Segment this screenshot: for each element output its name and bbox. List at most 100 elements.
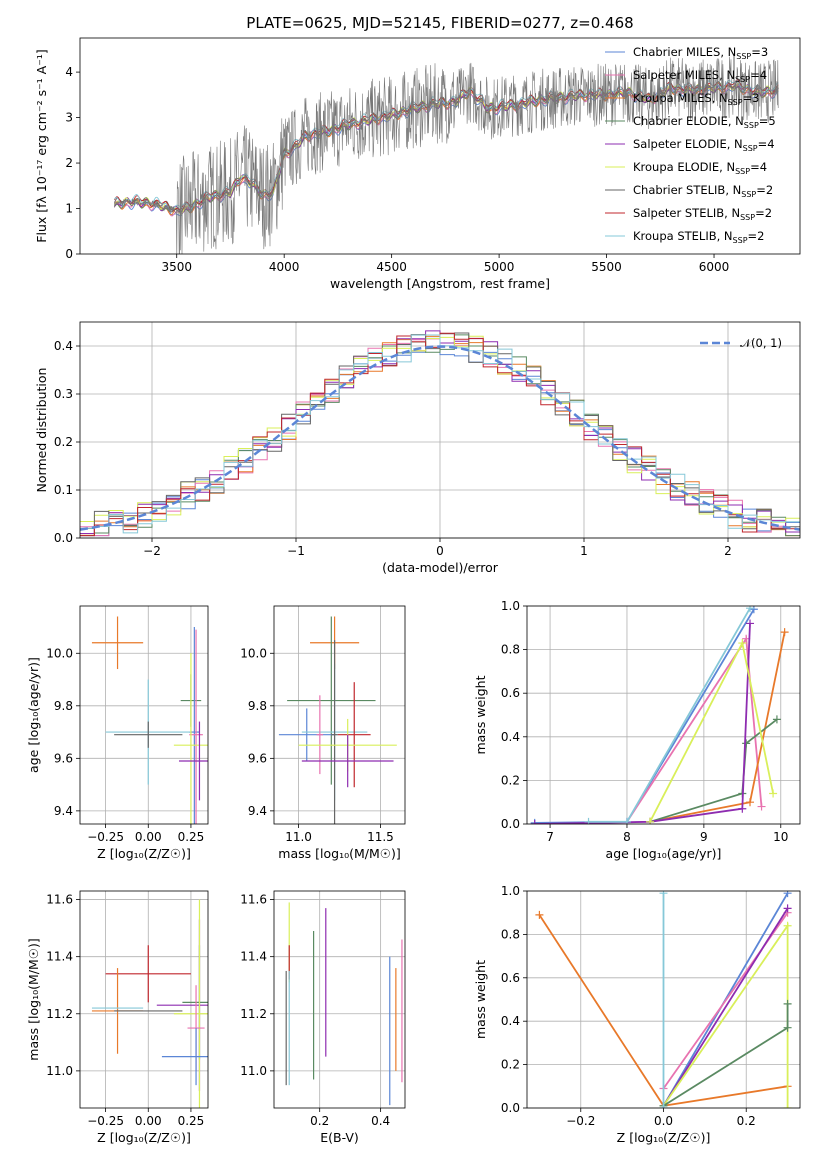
legend-label-chabrier_elodie: Chabrier ELODIE, NSSP=5	[633, 114, 776, 130]
marker-kroupa_miles	[746, 798, 755, 807]
series-salpeter_elodie	[534, 623, 751, 824]
marker-kroupa_elodie	[646, 817, 655, 824]
axes-frame	[526, 605, 801, 825]
x-axis-label: wavelength [Angstrom, rest frame]	[330, 276, 550, 291]
marker-kroupa_miles	[780, 628, 789, 637]
axes-frame	[273, 890, 406, 1109]
x-tick-label: 10	[773, 830, 788, 844]
legend-label-kroupa_stelib: Kroupa STELIB, NSSP=2	[633, 229, 764, 245]
y-tick-label: 11.6	[46, 893, 73, 907]
marker-kroupa_miles	[535, 910, 544, 919]
x-tick-label: −0.25	[87, 1114, 124, 1128]
marker-salpeter_miles	[757, 802, 766, 811]
plot-area	[530, 606, 789, 824]
marker-salpeter_elodie	[783, 904, 792, 913]
x-tick-label: 0.2	[310, 1114, 329, 1128]
series-kroupa_stelib	[588, 607, 751, 823]
legend-label-salpeter_stelib: Salpeter STELIB, NSSP=2	[633, 206, 772, 222]
x-axis-label: Z [log₁₀(Z/Z☉)]	[617, 1130, 711, 1145]
y-tick-label: 11.2	[46, 1007, 73, 1021]
x-tick-label: 6000	[699, 260, 730, 274]
plot-area	[91, 616, 208, 824]
y-tick-label: 9.6	[54, 751, 73, 765]
y-tick-label: 0.0	[501, 817, 520, 831]
y-tick-label: 9.6	[248, 751, 267, 765]
y-tick-label: 9.4	[54, 804, 73, 818]
y-tick-label: 0.4	[501, 1014, 520, 1028]
panel-residual-histogram: −2 −1 0 1 2 0.0 0.1 0.2 0.3 0.4 (data-model)/error…	[34, 321, 801, 575]
x-tick-label: 11.5	[367, 830, 394, 844]
panel-age-vs-mass: 11.0 11.5 9.4 9.6 9.8 10.0 mass [log₁₀(M/M☉)]	[240, 605, 406, 861]
legend: Chabrier MILES, NSSP=3 Salpeter MILES, NS…	[605, 45, 776, 245]
marker-kroupa_stelib	[584, 817, 593, 824]
y-tick-label: 9.8	[54, 699, 73, 713]
marker-kroupa_stelib	[659, 1104, 668, 1108]
x-axis-label: Z [log₁₀(Z/Z☉)]	[97, 1130, 191, 1145]
histogram-chabrier_elodie	[80, 334, 800, 537]
x-tick-label: −1	[287, 544, 305, 558]
series-kroupa_elodie	[662, 922, 789, 1108]
plot-area	[285, 902, 403, 1106]
x-tick-label: 8	[623, 830, 631, 844]
y-tick-label: 11.0	[240, 1064, 267, 1078]
y-axis-label: Normed distribution	[34, 368, 49, 493]
plots: 3500 4000 4500 5000 5500 6000 0 1 2 3 4 wavelength …	[26, 37, 801, 1145]
y-tick-label: 0.0	[54, 531, 73, 545]
x-tick-label: 0.25	[178, 830, 205, 844]
normal-curve	[80, 345, 800, 531]
axes-frame	[79, 37, 801, 255]
x-tick-label: 0.2	[737, 1114, 756, 1128]
axes-frame	[79, 321, 801, 539]
y-tick-label: 0.2	[501, 773, 520, 787]
legend-label-kroupa_elodie: Kroupa ELODIE, NSSP=4	[633, 160, 767, 176]
y-axis-label: Flux [fλ 10⁻¹⁷ erg cm⁻² s⁻¹ A⁻¹]	[34, 49, 49, 242]
legend-label-chabrier_miles: Chabrier MILES, NSSP=3	[633, 45, 768, 61]
y-tick-label: 0.8	[501, 927, 520, 941]
y-tick-label: 0	[65, 247, 73, 261]
y-tick-label: 3	[65, 111, 73, 125]
x-tick-label: 7	[546, 830, 554, 844]
panel-mass-vs-EBV: 0.2 0.4 11.0 11.2 11.4 11.6 E(B-V)	[240, 890, 406, 1145]
legend-label-salpeter_miles: Salpeter MILES, NSSP=4	[633, 68, 767, 84]
x-tick-label: 0.4	[371, 1114, 390, 1128]
x-tick-label: −0.25	[87, 830, 124, 844]
marker-kroupa_elodie	[738, 639, 747, 648]
x-axis-label: E(B-V)	[320, 1130, 359, 1145]
marker-salpeter_elodie	[746, 619, 755, 628]
y-tick-label: 10.0	[46, 646, 73, 660]
marker-kroupa_elodie	[769, 789, 778, 798]
y-tick-label: 0.4	[501, 730, 520, 744]
plot-area	[278, 616, 397, 824]
y-tick-label: 0.1	[54, 483, 73, 497]
y-tick-label: 11.6	[240, 893, 267, 907]
legend-label-salpeter_elodie: Salpeter ELODIE, NSSP=4	[633, 137, 775, 153]
x-tick-label: 0.25	[178, 1114, 205, 1128]
figure-title: PLATE=0625, MJD=52145, FIBERID=0277, z=0…	[246, 14, 633, 32]
marker-kroupa_elodie	[783, 1104, 792, 1108]
y-axis-label: mass weight	[473, 675, 488, 754]
panel-age-vs-Z: −0.25 0.00 0.25 9.4 9.6 9.8 10.0 Z [log₁₀(Z/Z☉)…	[26, 605, 209, 861]
x-tick-label: 0.0	[654, 1114, 673, 1128]
legend: 𝒩(0, 1)	[700, 336, 782, 350]
panel-mass-weight-vs-age: 7 8 9 10 0.0 0.2 0.4 0.6 0.8 1.0 age [log₁₀(age/yr…	[473, 599, 801, 861]
marker-kroupa_stelib	[622, 817, 631, 824]
legend-label-kroupa_miles: Kroupa MILES, NSSP=3	[633, 91, 759, 107]
y-tick-label: 1.0	[501, 599, 520, 613]
y-tick-label: 10.0	[240, 646, 267, 660]
y-tick-label: 9.4	[248, 804, 267, 818]
marker-kroupa_stelib	[659, 891, 668, 898]
axes-frame	[526, 890, 801, 1109]
histogram-kroupa_stelib	[80, 334, 800, 534]
y-tick-label: 0.6	[501, 686, 520, 700]
marker-salpeter_elodie	[530, 820, 539, 824]
marker-chabrier_miles	[749, 606, 758, 614]
series-salpeter_elodie	[662, 907, 789, 1107]
marker-salpeter_elodie	[738, 804, 747, 813]
plot-area	[113, 53, 779, 254]
x-tick-label: 5500	[591, 260, 622, 274]
x-tick-label: 2	[724, 544, 732, 558]
plot-area	[535, 891, 792, 1108]
x-tick-label: 1	[580, 544, 588, 558]
x-axis-label: Z [log₁₀(Z/Z☉)]	[97, 846, 191, 861]
y-tick-label: 11.4	[46, 950, 73, 964]
